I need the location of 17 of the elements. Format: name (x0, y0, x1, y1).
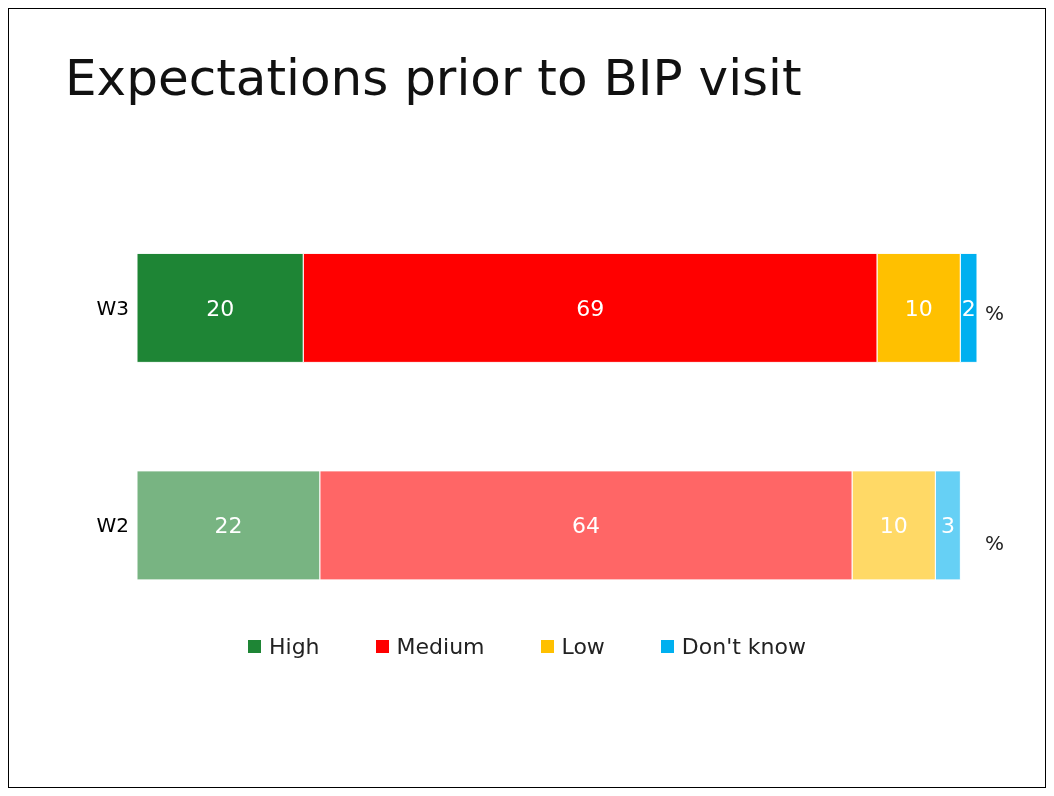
data-label: 3 (940, 513, 955, 539)
legend-label: Medium (395, 634, 485, 659)
data-label: 64 (572, 513, 601, 539)
legend-label: Don't know (680, 634, 807, 659)
text: % (985, 301, 1005, 325)
y-tick-label: W3 (96, 295, 129, 320)
data-label: 10 (904, 295, 933, 321)
data-label: 22 (214, 513, 243, 539)
legend-label: Low (560, 634, 605, 659)
data-label: 10 (879, 513, 908, 539)
data-label: 20 (206, 295, 235, 321)
y-tick-label: W2 (96, 513, 129, 538)
legend-label: High (268, 634, 320, 659)
text: % (985, 531, 1005, 555)
chart-title: Expectations prior to BIP visit (65, 49, 802, 107)
data-label: 2 (961, 295, 976, 321)
data-label: 69 (576, 295, 605, 321)
